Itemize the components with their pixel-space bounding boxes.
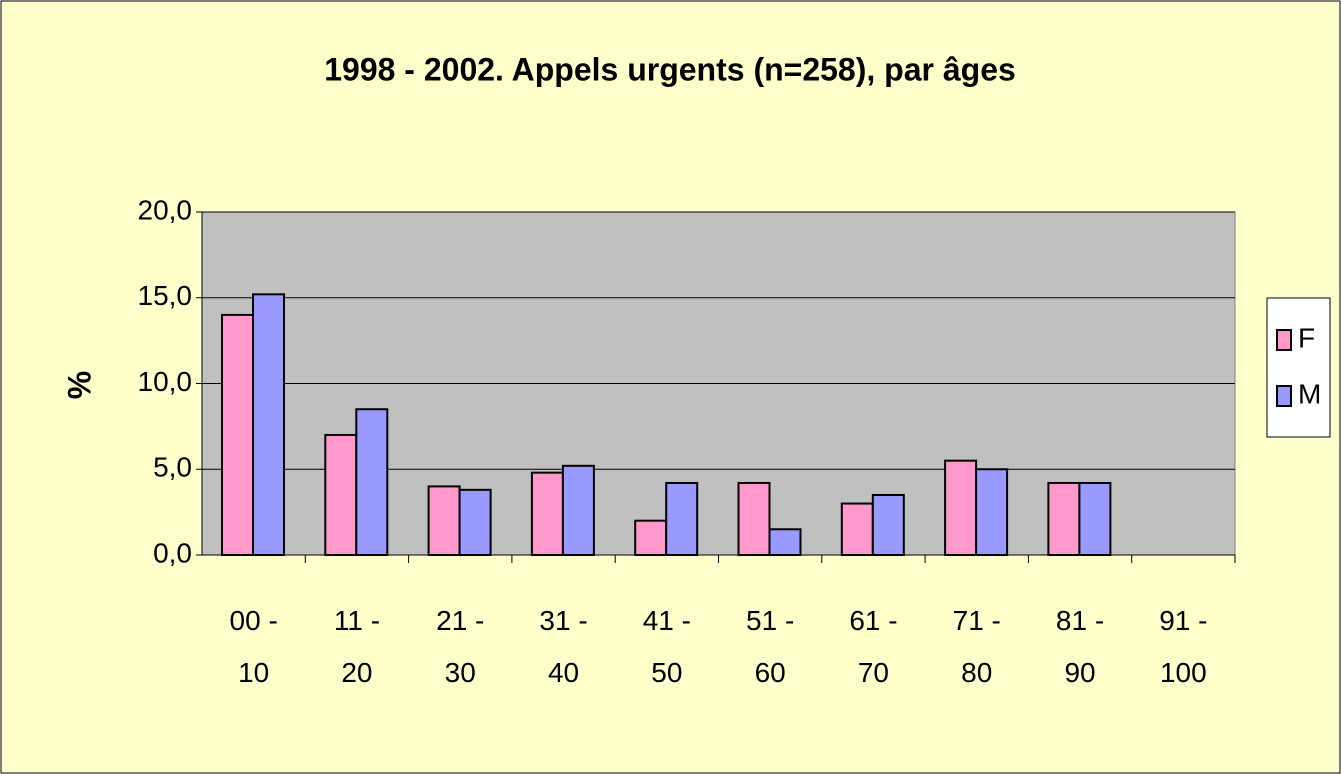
bar <box>458 488 492 556</box>
y-tick-label: 20,0 <box>138 194 193 225</box>
x-tick-label-box: 00 - 10 <box>229 605 278 688</box>
bar <box>324 433 358 557</box>
y-axis-label: % <box>61 371 97 399</box>
x-tick-label: 71 - 80 <box>952 605 1001 688</box>
bar <box>840 502 874 556</box>
x-tick-label: 81 - 90 <box>1055 605 1105 688</box>
x-tick-label-box: 51 - 60 <box>746 605 795 688</box>
bar <box>530 471 564 556</box>
legend-swatch <box>1276 385 1292 407</box>
bar <box>665 481 699 556</box>
x-tick-label-box: 91 - 100 <box>1159 605 1208 688</box>
x-tick-label-box: 41 - 50 <box>642 605 691 688</box>
bar <box>561 464 595 557</box>
chart-title: 1998 - 2002. Appels urgents (n=258), par… <box>324 51 1016 87</box>
x-tick-label: 00 - 10 <box>229 605 278 688</box>
x-tick-label: 21 - 30 <box>436 605 485 688</box>
bar <box>355 408 389 556</box>
x-tick-label-box: 31 - 40 <box>539 605 588 688</box>
bar <box>944 459 978 556</box>
y-tick-label: 0,0 <box>153 537 192 568</box>
bar <box>975 468 1009 556</box>
legend <box>1266 297 1331 438</box>
y-tick-label: 10,0 <box>138 366 193 397</box>
legend-label: F <box>1298 322 1315 353</box>
x-tick-label: 11 - 20 <box>333 605 381 688</box>
bar <box>871 493 905 557</box>
bar <box>427 485 461 556</box>
y-tick-label: 5,0 <box>153 452 192 483</box>
y-tick-label: 15,0 <box>138 280 193 311</box>
bar <box>737 481 771 556</box>
x-tick-label: 41 - 50 <box>642 605 691 688</box>
bar <box>1047 481 1081 556</box>
legend-swatch <box>1276 329 1292 351</box>
bar <box>768 528 802 557</box>
x-tick-label-box: 21 - 30 <box>436 605 485 688</box>
x-tick-label-box: 61 - 70 <box>849 605 898 688</box>
x-tick-label-box: 81 - 90 <box>1055 605 1105 688</box>
x-tick-label: 51 - 60 <box>746 605 795 688</box>
bar <box>634 519 668 557</box>
x-tick-label: 91 - 100 <box>1159 605 1208 688</box>
x-tick-label: 61 - 70 <box>849 605 898 688</box>
bar <box>221 313 254 556</box>
legend-label: M <box>1298 378 1321 409</box>
x-tick-label-box: 71 - 80 <box>952 605 1001 688</box>
x-tick-label-box: 11 - 20 <box>333 605 381 688</box>
x-tick-label: 31 - 40 <box>539 605 588 688</box>
bar <box>252 293 285 556</box>
bar <box>1078 481 1112 556</box>
